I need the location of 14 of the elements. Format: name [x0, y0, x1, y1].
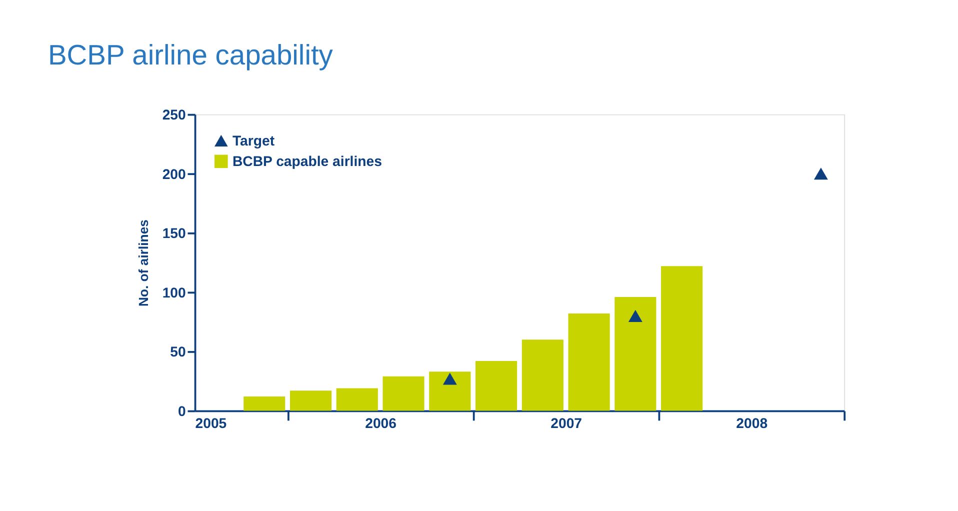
y-tick-label: 50	[170, 344, 186, 360]
x-tick-label: 2006	[365, 415, 397, 432]
x-tick-label: 2005	[195, 415, 227, 432]
x-tick-label: 2007	[550, 415, 582, 432]
y-axis-title: No. of airlines	[136, 220, 152, 307]
legend-label: Target	[232, 132, 275, 148]
y-tick-label: 100	[162, 284, 186, 300]
y-tick-label: 0	[178, 402, 186, 419]
legend-label: BCBP capable airlines	[232, 153, 382, 170]
y-tick-label: 250	[162, 106, 186, 123]
chart-title: BCBP airline capability	[48, 38, 334, 70]
x-tick-label: 2008	[736, 415, 768, 432]
y-tick-label: 200	[162, 166, 186, 182]
y-tick-label: 150	[162, 225, 186, 242]
